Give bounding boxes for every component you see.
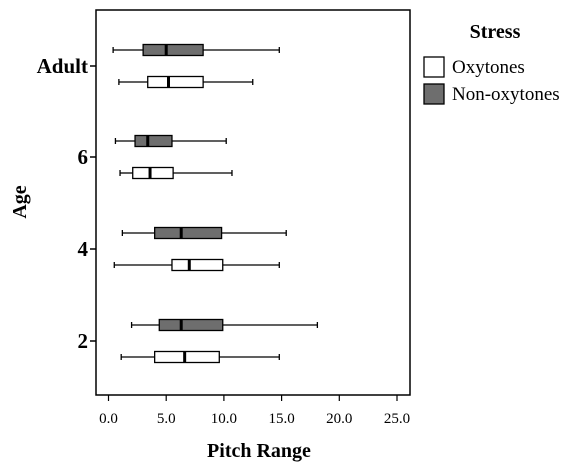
box-oxytones-6 [119,166,233,180]
y-category-label: 6 [78,145,89,169]
x-axis-title: Pitch Range [207,440,311,462]
box-iqr [147,75,204,89]
x-tick-label: 5.0 [157,411,176,427]
box-iqr [142,43,204,57]
box-non-oxytones-2 [130,318,319,332]
box-iqr [171,258,224,272]
box-iqr [132,166,174,180]
box-iqr [158,318,224,332]
legend-swatch [423,83,445,105]
x-tick-label: 20.0 [326,411,352,427]
legend: Stress Oxytones Non-oxytones [423,21,560,105]
y-axis-title: Age [9,185,31,218]
y-category-label: 4 [78,237,89,261]
box-iqr [154,350,220,364]
box-iqr [134,134,173,148]
plot-area [112,43,319,364]
box-iqr [154,226,223,240]
legend-title: Stress [470,21,521,43]
x-tick-label: 25.0 [384,411,410,427]
x-tick-label: 10.0 [211,411,237,427]
box-oxytones-adult [118,75,254,89]
box-non-oxytones-4 [121,226,287,240]
legend-entry-label: Oxytones [452,57,525,78]
box-non-oxytones-6 [114,134,227,148]
y-category-label: 2 [78,329,89,353]
box-oxytones-4 [113,258,280,272]
box-non-oxytones-adult [112,43,280,57]
x-tick-label: 15.0 [268,411,294,427]
plot-frame [95,9,411,396]
box-oxytones-2 [120,350,280,364]
axes: 0.0 5.0 10.0 15.0 20.0 25.0 2 4 6 Adult [37,54,410,427]
legend-swatch [423,56,445,78]
x-tick-label: 0.0 [99,411,118,427]
legend-entry-label: Non-oxytones [452,84,560,105]
y-category-label: Adult [37,54,88,78]
